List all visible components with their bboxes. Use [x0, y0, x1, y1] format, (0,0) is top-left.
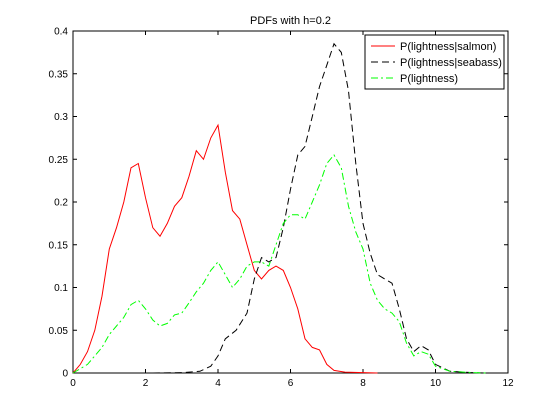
x-tick-label: 4	[215, 378, 221, 389]
y-tick-label: 0.1	[54, 283, 68, 294]
y-tick-label: 0.15	[49, 240, 69, 251]
x-tick-label: 0	[70, 378, 76, 389]
y-tick-label: 0.3	[54, 112, 68, 123]
x-tick-label: 2	[143, 378, 149, 389]
y-tick-label: 0.35	[49, 69, 69, 80]
legend-label-seabass: P(lightness|seabass)	[400, 57, 502, 69]
x-tick-label: 8	[360, 378, 366, 389]
x-tick-label: 12	[502, 378, 514, 389]
legend: P(lightness|salmon) P(lightness|seabass)…	[364, 34, 505, 90]
data-series	[72, 42, 487, 374]
axis-ticks: 0 2 4 6 8 10 12 0 0.05 0.1 0.15 0.2 0.25 0.3 0.35 0.4	[49, 27, 514, 390]
series-line-0	[72, 123, 378, 374]
y-tick-label: 0.2	[54, 198, 68, 209]
y-tick-label: 0	[62, 369, 68, 380]
y-tick-label: 0.4	[54, 27, 68, 38]
y-tick-label: 0.25	[49, 155, 69, 166]
x-tick-label: 6	[288, 378, 294, 389]
chart-title: PDFs with h=0.2	[250, 15, 331, 27]
legend-label-salmon: P(lightness|salmon)	[400, 41, 496, 53]
series-line-1	[152, 42, 487, 374]
x-tick-label: 10	[430, 378, 442, 389]
legend-label-lightness: P(lightness)	[400, 73, 458, 85]
y-tick-label: 0.05	[49, 326, 69, 337]
